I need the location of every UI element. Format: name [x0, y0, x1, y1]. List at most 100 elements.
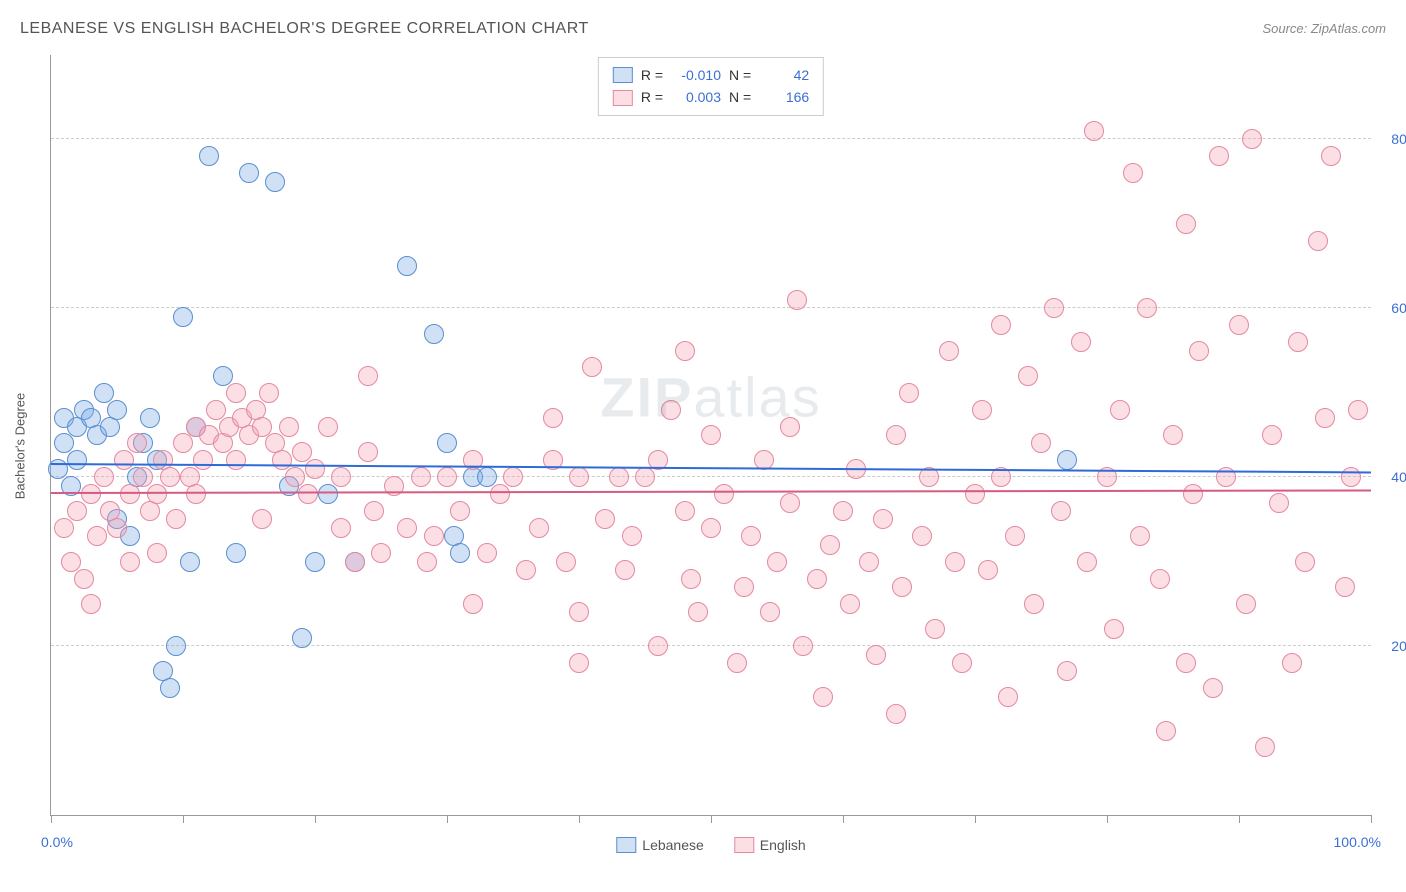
chart-header: LEBANESE VS ENGLISH BACHELOR'S DEGREE CO… — [20, 20, 1386, 38]
data-point-english — [615, 560, 635, 580]
data-point-english — [787, 290, 807, 310]
data-point-english — [991, 315, 1011, 335]
data-point-english — [450, 501, 470, 521]
legend-stats-row-english: R = 0.003 N = 166 — [613, 86, 809, 108]
data-point-english — [331, 467, 351, 487]
data-point-lebanese — [424, 324, 444, 344]
data-point-lebanese — [180, 552, 200, 572]
data-point-english — [886, 704, 906, 724]
chart-title: LEBANESE VS ENGLISH BACHELOR'S DEGREE CO… — [20, 20, 589, 38]
data-point-english — [813, 687, 833, 707]
data-point-english — [1176, 214, 1196, 234]
data-point-english — [107, 518, 127, 538]
data-point-english — [972, 400, 992, 420]
x-tick — [51, 815, 52, 823]
data-point-english — [1348, 400, 1368, 420]
data-point-english — [417, 552, 437, 572]
data-point-english — [681, 569, 701, 589]
data-point-lebanese — [48, 459, 68, 479]
data-point-english — [292, 442, 312, 462]
data-point-english — [780, 417, 800, 437]
x-tick — [447, 815, 448, 823]
data-point-english — [1077, 552, 1097, 572]
data-point-english — [529, 518, 549, 538]
regression-line-lebanese — [51, 463, 1371, 473]
data-point-english — [727, 653, 747, 673]
data-point-english — [54, 518, 74, 538]
data-point-english — [1163, 425, 1183, 445]
data-point-english — [1031, 433, 1051, 453]
data-point-english — [1262, 425, 1282, 445]
data-point-english — [503, 467, 523, 487]
data-point-english — [1156, 721, 1176, 741]
x-tick — [1107, 815, 1108, 823]
gridline — [51, 138, 1371, 139]
data-point-english — [760, 602, 780, 622]
x-tick — [1371, 815, 1372, 823]
x-axis-min-label: 0.0% — [41, 834, 73, 850]
y-tick-label: 40.0% — [1391, 469, 1406, 485]
data-point-english — [160, 467, 180, 487]
data-point-english — [965, 484, 985, 504]
data-point-lebanese — [166, 636, 186, 656]
regression-line-english — [51, 490, 1371, 495]
swatch-english — [613, 90, 633, 106]
data-point-english — [1071, 332, 1091, 352]
data-point-english — [1209, 146, 1229, 166]
y-tick-label: 80.0% — [1391, 131, 1406, 147]
data-point-english — [701, 518, 721, 538]
data-point-english — [859, 552, 879, 572]
data-point-english — [358, 442, 378, 462]
data-point-lebanese — [318, 484, 338, 504]
data-point-english — [81, 484, 101, 504]
data-point-lebanese — [226, 543, 246, 563]
data-point-english — [147, 484, 167, 504]
data-point-english — [1308, 231, 1328, 251]
data-point-english — [226, 383, 246, 403]
data-point-english — [193, 450, 213, 470]
data-point-english — [1288, 332, 1308, 352]
data-point-english — [1189, 341, 1209, 361]
data-point-english — [259, 383, 279, 403]
data-point-english — [1315, 408, 1335, 428]
data-point-english — [569, 602, 589, 622]
data-point-english — [252, 417, 272, 437]
data-point-english — [1236, 594, 1256, 614]
data-point-english — [1044, 298, 1064, 318]
data-point-english — [298, 484, 318, 504]
x-tick — [1239, 815, 1240, 823]
data-point-lebanese — [397, 256, 417, 276]
data-point-lebanese — [199, 146, 219, 166]
data-point-english — [675, 341, 695, 361]
data-point-english — [397, 518, 417, 538]
data-point-english — [285, 467, 305, 487]
data-point-lebanese — [94, 383, 114, 403]
legend-item-english: English — [734, 837, 806, 853]
plot-area: ZIPatlas R = -0.010 N = 42 R = 0.003 N =… — [50, 55, 1371, 816]
data-point-english — [899, 383, 919, 403]
data-point-english — [186, 484, 206, 504]
data-point-english — [833, 501, 853, 521]
data-point-lebanese — [292, 628, 312, 648]
data-point-english — [714, 484, 734, 504]
data-point-english — [74, 569, 94, 589]
data-point-english — [820, 535, 840, 555]
x-tick — [183, 815, 184, 823]
x-tick — [315, 815, 316, 823]
legend-item-lebanese: Lebanese — [616, 837, 704, 853]
data-point-english — [1024, 594, 1044, 614]
data-point-english — [767, 552, 787, 572]
data-point-english — [94, 467, 114, 487]
data-point-lebanese — [239, 163, 259, 183]
data-point-english — [945, 552, 965, 572]
data-point-english — [1084, 121, 1104, 141]
data-point-lebanese — [54, 433, 74, 453]
legend-stats-row-lebanese: R = -0.010 N = 42 — [613, 64, 809, 86]
data-point-english — [595, 509, 615, 529]
data-point-english — [741, 526, 761, 546]
data-point-english — [1110, 400, 1130, 420]
data-point-english — [569, 467, 589, 487]
data-point-english — [424, 526, 444, 546]
data-point-english — [1295, 552, 1315, 572]
x-axis-max-label: 100.0% — [1334, 834, 1381, 850]
